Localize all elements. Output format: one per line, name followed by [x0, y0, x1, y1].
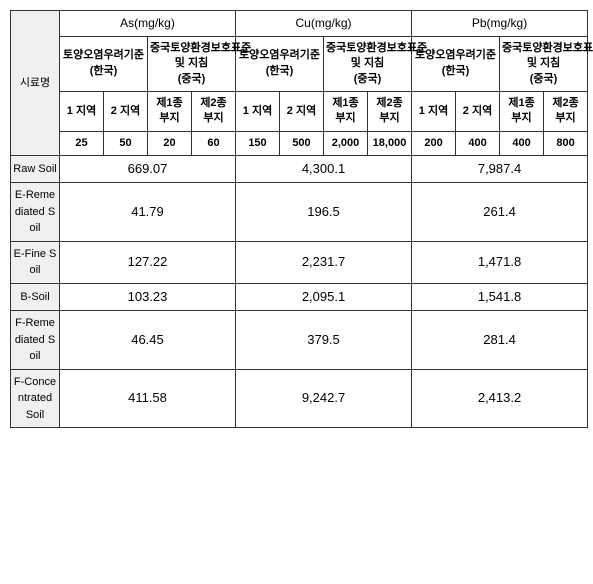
row-cu: 4,300.1 [236, 156, 412, 183]
row-label-header: 시료명 [11, 11, 60, 156]
row-name: E-Fine Soil [11, 241, 60, 283]
table-row: E-Remediated Soil 41.79 196.5 261.4 [11, 183, 588, 242]
table-row: F-Concentrated Soil 411.58 9,242.7 2,413… [11, 369, 588, 428]
row-as: 127.22 [60, 241, 236, 283]
cu-cn2-lim: 18,000 [368, 131, 412, 155]
pb-kr1-lim: 200 [412, 131, 456, 155]
pb-cn2-lim: 800 [544, 131, 588, 155]
metal-as: As(mg/kg) [60, 11, 236, 37]
row-name: F-Concentrated Soil [11, 369, 60, 428]
cu-cn1-lim: 2,000 [324, 131, 368, 155]
as-std-kr: 토양오염우려기준(한국) [60, 36, 148, 91]
row-cu: 379.5 [236, 311, 412, 370]
as-cn1-lim: 20 [148, 131, 192, 155]
table-row: B-Soil 103.23 2,095.1 1,541.8 [11, 283, 588, 310]
as-kr2-lim: 50 [104, 131, 148, 155]
pb-kr2-lim: 400 [456, 131, 500, 155]
row-cu: 2,095.1 [236, 283, 412, 310]
row-name: F-Remediated Soil [11, 311, 60, 370]
soil-contamination-table: 시료명 As(mg/kg) Cu(mg/kg) Pb(mg/kg) 토양오염우려… [10, 10, 588, 428]
cu-kr1-lim: 150 [236, 131, 280, 155]
table-row: Raw Soil 669.07 4,300.1 7,987.4 [11, 156, 588, 183]
as-cn2-lim: 60 [192, 131, 236, 155]
row-pb: 281.4 [412, 311, 588, 370]
row-pb: 2,413.2 [412, 369, 588, 428]
table-row: E-Fine Soil 127.22 2,231.7 1,471.8 [11, 241, 588, 283]
table-row: F-Remediated Soil 46.45 379.5 281.4 [11, 311, 588, 370]
row-pb: 261.4 [412, 183, 588, 242]
as-cn2-h: 제2종 부지 [192, 91, 236, 131]
cu-cn1-h: 제1종 부지 [324, 91, 368, 131]
cu-std-cn: 중국토양환경보호표준 및 지침(중국) [324, 36, 412, 91]
row-pb: 1,471.8 [412, 241, 588, 283]
row-pb: 7,987.4 [412, 156, 588, 183]
as-cn1-h: 제1종 부지 [148, 91, 192, 131]
row-cu: 196.5 [236, 183, 412, 242]
as-kr2-h: 2 지역 [104, 91, 148, 131]
metal-cu: Cu(mg/kg) [236, 11, 412, 37]
row-as: 103.23 [60, 283, 236, 310]
pb-kr1-h: 1 지역 [412, 91, 456, 131]
row-cu: 2,231.7 [236, 241, 412, 283]
pb-std-cn: 중국토양환경보호표준 및 지침(중국) [500, 36, 588, 91]
pb-cn1-h: 제1종 부지 [500, 91, 544, 131]
row-as: 411.58 [60, 369, 236, 428]
row-as: 41.79 [60, 183, 236, 242]
data-body: Raw Soil 669.07 4,300.1 7,987.4 E-Remedi… [11, 156, 588, 428]
row-cu: 9,242.7 [236, 369, 412, 428]
cu-cn2-h: 제2종 부지 [368, 91, 412, 131]
cu-kr2-lim: 500 [280, 131, 324, 155]
row-name: B-Soil [11, 283, 60, 310]
pb-cn1-lim: 400 [500, 131, 544, 155]
row-as: 669.07 [60, 156, 236, 183]
row-name: E-Remediated Soil [11, 183, 60, 242]
metal-pb: Pb(mg/kg) [412, 11, 588, 37]
row-pb: 1,541.8 [412, 283, 588, 310]
pb-kr2-h: 2 지역 [456, 91, 500, 131]
as-kr1-h: 1 지역 [60, 91, 104, 131]
cu-kr1-h: 1 지역 [236, 91, 280, 131]
row-name: Raw Soil [11, 156, 60, 183]
as-std-cn: 중국토양환경보호표준 및 지침(중국) [148, 36, 236, 91]
row-as: 46.45 [60, 311, 236, 370]
cu-kr2-h: 2 지역 [280, 91, 324, 131]
pb-cn2-h: 제2종 부지 [544, 91, 588, 131]
as-kr1-lim: 25 [60, 131, 104, 155]
